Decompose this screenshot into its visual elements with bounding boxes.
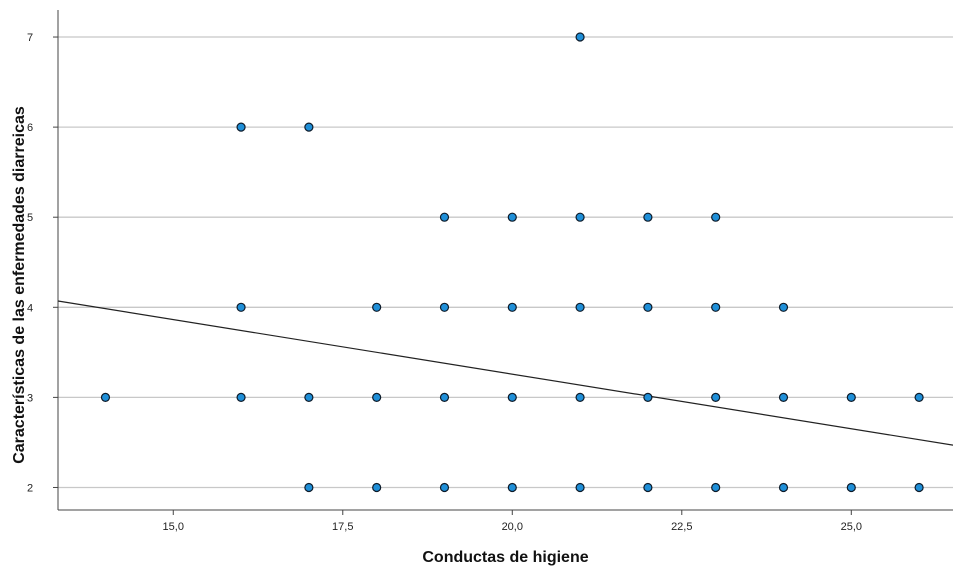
fit-line bbox=[57, 300, 953, 446]
fit-line-group bbox=[57, 300, 953, 446]
data-point bbox=[439, 392, 450, 402]
data-point bbox=[643, 212, 653, 222]
y-tick-label: 2 bbox=[27, 482, 33, 494]
data-point bbox=[643, 302, 653, 312]
data-point bbox=[643, 392, 653, 402]
data-point bbox=[575, 32, 585, 42]
data-point bbox=[711, 392, 721, 402]
data-point bbox=[236, 392, 246, 402]
data-point bbox=[372, 392, 382, 402]
x-axis-title: Conductas de higiene bbox=[422, 549, 588, 566]
x-tick-labels: 15,0 17,5 20,0 22,5 25,0 bbox=[163, 510, 862, 533]
y-tick-label: 3 bbox=[27, 392, 33, 404]
data-points bbox=[100, 32, 924, 493]
data-point bbox=[643, 482, 653, 493]
data-point bbox=[575, 302, 585, 312]
y-tick-label: 7 bbox=[27, 32, 33, 44]
data-point bbox=[914, 482, 924, 493]
data-point bbox=[846, 482, 856, 493]
data-point bbox=[914, 392, 924, 402]
data-point bbox=[439, 482, 450, 493]
x-tick-label: 15,0 bbox=[163, 521, 184, 533]
data-point bbox=[439, 302, 450, 312]
data-point bbox=[439, 212, 450, 222]
data-point bbox=[778, 302, 789, 312]
data-point bbox=[711, 212, 721, 222]
y-tick-label: 4 bbox=[27, 302, 33, 314]
data-point bbox=[507, 212, 517, 222]
axes bbox=[57, 10, 953, 511]
x-tick-label: 17,5 bbox=[332, 521, 353, 533]
y-axis-title: Características de las enfermedades diar… bbox=[11, 106, 28, 464]
y-tick-label: 6 bbox=[27, 122, 33, 134]
data-point bbox=[304, 122, 314, 132]
data-point bbox=[372, 302, 382, 312]
data-point bbox=[507, 482, 517, 493]
data-point bbox=[236, 302, 246, 312]
data-point bbox=[778, 482, 789, 493]
data-point bbox=[507, 302, 517, 312]
data-point bbox=[507, 392, 517, 402]
data-point bbox=[100, 392, 111, 402]
data-point bbox=[372, 482, 382, 493]
data-point bbox=[575, 482, 585, 493]
y-tick-label: 5 bbox=[27, 212, 33, 224]
data-point bbox=[711, 482, 721, 493]
data-point bbox=[778, 392, 789, 402]
data-point bbox=[711, 302, 721, 312]
data-point bbox=[575, 212, 585, 222]
data-point bbox=[846, 392, 856, 402]
data-point bbox=[236, 122, 246, 132]
x-tick-label: 25,0 bbox=[841, 521, 862, 533]
data-point bbox=[304, 482, 314, 493]
y-tick-labels: 2 3 4 5 6 7 bbox=[27, 32, 58, 494]
x-tick-label: 22,5 bbox=[671, 521, 692, 533]
x-tick-label: 20,0 bbox=[502, 521, 523, 533]
data-point bbox=[575, 392, 585, 402]
data-point bbox=[304, 392, 314, 402]
gridlines bbox=[58, 36, 953, 489]
